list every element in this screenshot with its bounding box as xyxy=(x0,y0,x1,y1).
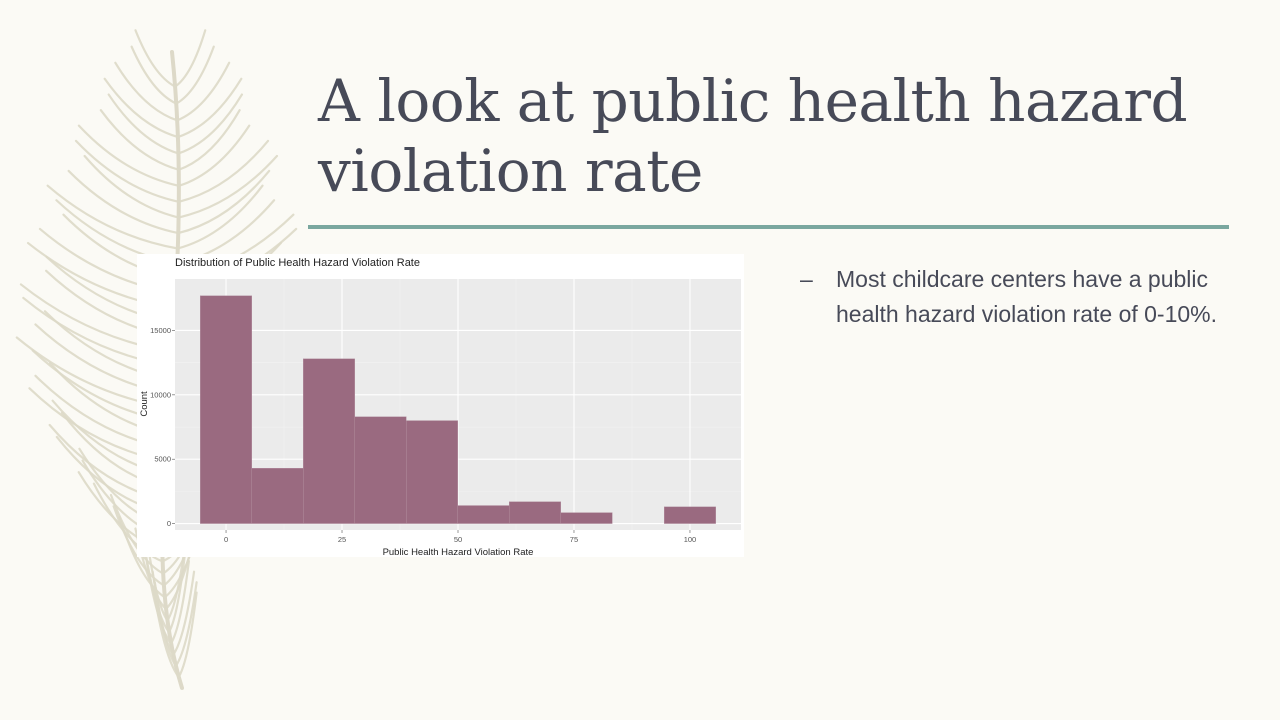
feather-barb xyxy=(67,169,180,235)
histogram-bar xyxy=(303,358,355,524)
x-tick-label: 75 xyxy=(570,535,578,544)
feather-barb xyxy=(130,45,178,105)
feather-barb xyxy=(134,29,177,88)
feather-barb xyxy=(92,482,164,563)
feather-barb xyxy=(174,29,207,88)
histogram-bars xyxy=(200,295,716,524)
histogram-bar xyxy=(200,295,252,524)
y-tick-label: 15000 xyxy=(150,326,171,335)
feather-barb xyxy=(174,581,198,668)
feather-barb xyxy=(74,139,180,203)
feather-barb xyxy=(167,549,187,634)
feather-barb xyxy=(177,154,279,219)
feather-barb xyxy=(177,591,198,679)
feather-barb xyxy=(83,154,180,219)
feather-barb xyxy=(109,493,165,575)
histogram-bar xyxy=(560,512,613,524)
histogram-bar xyxy=(406,420,458,524)
feather-barb xyxy=(177,169,271,235)
feather-barb xyxy=(77,124,180,187)
feather-barb xyxy=(176,184,264,250)
chart-svg: Distribution of Public Health Hazard Vio… xyxy=(139,257,741,557)
bullet-dash: – xyxy=(800,266,813,292)
y-tick-label: 0 xyxy=(167,519,171,528)
y-tick-label: 10000 xyxy=(150,390,171,399)
feather-barb xyxy=(177,139,270,203)
feather-barb xyxy=(172,570,196,656)
feather-barb xyxy=(118,516,166,599)
feather-barb xyxy=(107,93,180,155)
feather-barb xyxy=(46,184,179,250)
histogram-bar xyxy=(251,468,304,524)
feather-barb xyxy=(103,77,180,139)
bullet-item: – Most childcare centers have a public h… xyxy=(800,262,1220,332)
histogram-bar xyxy=(354,416,407,524)
x-axis-label: Public Health Hazard Violation Rate xyxy=(383,547,534,557)
feather-barb xyxy=(177,93,244,155)
feather-barb xyxy=(114,61,179,122)
x-tick-label: 50 xyxy=(454,535,462,544)
y-tick-label: 5000 xyxy=(154,455,171,464)
x-tick-label: 0 xyxy=(224,535,228,544)
feather-barb xyxy=(153,581,177,668)
feather-barb xyxy=(152,591,180,679)
axis-ticks: 0 25 50 75 100 0 5000 10000 15000 xyxy=(150,326,696,544)
feather-barb xyxy=(176,77,243,139)
histogram-bar xyxy=(457,505,510,524)
chart-title: Distribution of Public Health Hazard Vio… xyxy=(175,257,420,269)
histogram-bar xyxy=(509,501,561,524)
x-tick-label: 100 xyxy=(684,535,697,544)
histogram-bar xyxy=(664,506,716,524)
feather-barb xyxy=(177,109,241,171)
feather-barb xyxy=(99,109,180,171)
title-underline xyxy=(308,225,1229,229)
feather-barb xyxy=(175,45,215,105)
feather-barb xyxy=(169,559,190,645)
feather-barb xyxy=(177,124,251,187)
y-axis-label: Count xyxy=(139,391,150,417)
histogram-chart: Distribution of Public Health Hazard Vio… xyxy=(137,254,744,557)
slide-title: A look at public health hazard violation… xyxy=(318,67,1188,205)
feather-barb xyxy=(112,505,165,587)
x-tick-label: 25 xyxy=(338,535,346,544)
feather-barb xyxy=(176,61,231,122)
bullet-list: – Most childcare centers have a public h… xyxy=(800,262,1220,332)
bullet-text: Most childcare centers have a public hea… xyxy=(836,266,1218,327)
